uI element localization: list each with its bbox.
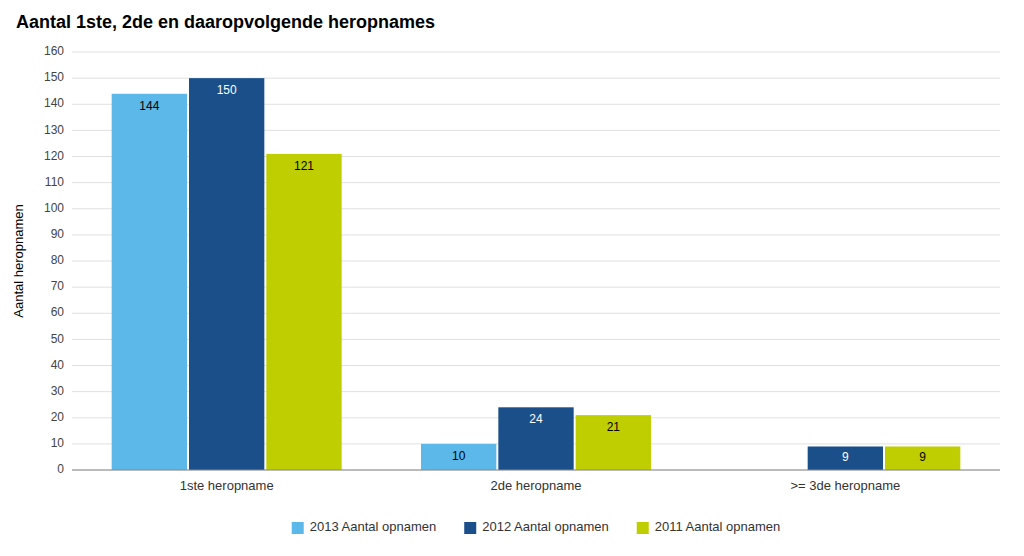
y-tick-label: 0 xyxy=(57,462,64,476)
x-tick-label: 2de heropname xyxy=(490,478,581,493)
y-tick-label: 160 xyxy=(44,44,64,58)
bar xyxy=(808,446,883,470)
x-tick-label: >= 3de heropname xyxy=(790,478,900,493)
grid xyxy=(72,52,1000,470)
data-label: 121 xyxy=(294,159,314,173)
y-ticks: 0 10 20 30 40 50 60 70 80 90 100 110 120 130 140 150 160 xyxy=(44,44,64,476)
y-tick-label: 100 xyxy=(44,201,64,215)
grid-line xyxy=(72,470,1000,471)
data-label: 21 xyxy=(607,420,621,434)
bars xyxy=(112,78,961,470)
legend-label: 2013 Aantal opnamen xyxy=(310,519,437,534)
legend-item: 2012 Aantal opnamen xyxy=(464,519,609,534)
x-axis-line xyxy=(72,470,1000,471)
y-tick-label: 40 xyxy=(51,358,65,372)
y-tick-label: 150 xyxy=(44,70,64,84)
legend: 2013 Aantal opnamen 2012 Aantal opnamen 20… xyxy=(292,519,781,534)
grid-line xyxy=(72,52,1000,53)
data-label: 9 xyxy=(919,450,926,464)
y-tick-label: 110 xyxy=(45,175,64,189)
y-tick-label: 70 xyxy=(51,279,65,293)
y-tick-label: 130 xyxy=(44,123,64,137)
chart-container: 0 10 20 30 40 50 60 70 80 90 100 110 120 130 140 150 160… xyxy=(0,0,1024,556)
bar xyxy=(189,78,264,470)
legend-swatch xyxy=(464,522,476,534)
x-tick-label: 1ste heropname xyxy=(180,478,274,493)
x-ticks: 1ste heropname 2de heropname >= 3de heropn… xyxy=(180,478,901,493)
legend-item: 2013 Aantal opnamen xyxy=(292,519,437,534)
bar xyxy=(421,444,496,470)
legend-swatch xyxy=(637,522,649,534)
y-tick-label: 120 xyxy=(44,149,64,163)
data-label: 9 xyxy=(842,450,849,464)
legend-label: 2012 Aantal opnamen xyxy=(482,519,609,534)
y-tick-label: 60 xyxy=(51,305,65,319)
bar xyxy=(112,94,187,470)
y-tick-label: 50 xyxy=(51,332,65,346)
y-tick-label: 10 xyxy=(51,436,65,450)
y-tick-label: 80 xyxy=(51,253,65,267)
y-tick-label: 30 xyxy=(51,384,65,398)
legend-item: 2011 Aantal opnamen xyxy=(637,519,781,534)
y-tick-label: 140 xyxy=(44,96,64,110)
legend-label: 2011 Aantal opnamen xyxy=(655,519,781,534)
title: Aantal 1ste, 2de en daaropvolgende herop… xyxy=(16,12,435,32)
data-labels: 144 10 150 24 9 121 21 9 xyxy=(139,83,926,464)
data-label: 144 xyxy=(139,99,159,113)
bar xyxy=(266,154,341,470)
legend-swatch xyxy=(292,522,304,534)
bar xyxy=(498,407,573,470)
y-tick-label: 90 xyxy=(51,227,65,241)
bar xyxy=(576,415,651,470)
data-label: 150 xyxy=(217,83,237,97)
data-label: 24 xyxy=(529,412,543,426)
bar xyxy=(885,446,960,470)
chart: 0 10 20 30 40 50 60 70 80 90 100 110 120 130 140 150 160… xyxy=(0,0,1024,556)
y-tick-label: 20 xyxy=(51,410,65,424)
data-label: 10 xyxy=(452,449,466,463)
y-axis-label: Aantal heropnamen xyxy=(11,204,26,317)
